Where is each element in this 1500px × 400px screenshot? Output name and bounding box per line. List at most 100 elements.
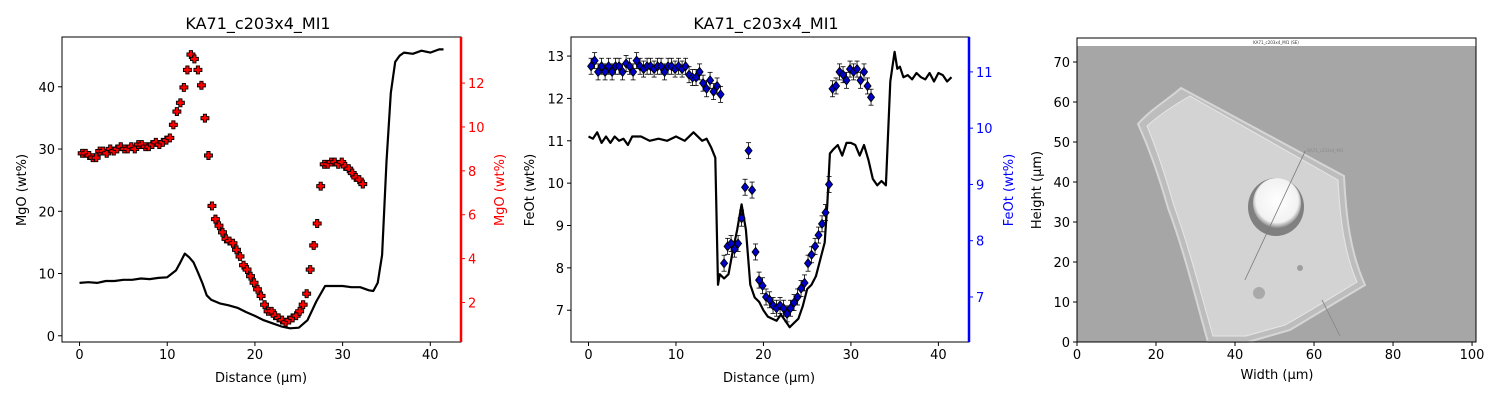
data-point <box>807 249 816 261</box>
y-tick-label: 20 <box>38 205 55 220</box>
data-point <box>856 75 865 86</box>
y2-tick-label: 11 <box>976 66 993 81</box>
y-tick-label: 50 <box>1053 136 1070 151</box>
x-tick-label: 100 <box>1460 348 1485 363</box>
data-point <box>235 251 245 261</box>
x-tick-label: 40 <box>930 348 947 363</box>
data-point <box>702 83 711 95</box>
x-tick-label: 40 <box>1227 348 1244 363</box>
x-tick-label: 20 <box>1148 348 1165 363</box>
x-tick-label: 0 <box>1073 348 1081 363</box>
data-point <box>803 257 813 269</box>
y-tick-label: 11 <box>547 135 564 150</box>
x-tick-label: 10 <box>668 348 685 363</box>
data-point <box>302 289 312 299</box>
data-point <box>720 257 729 269</box>
x-tick-label: 30 <box>334 348 351 363</box>
data-point <box>744 145 753 156</box>
data-point <box>196 80 206 90</box>
data-point <box>182 65 192 75</box>
inclusion-hole <box>1253 178 1301 228</box>
y2-tick-label: 6 <box>468 209 476 224</box>
data-point <box>203 151 213 160</box>
data-point <box>298 300 308 310</box>
y-tick-label: 9 <box>556 220 564 235</box>
data-point <box>824 179 834 190</box>
data-point <box>716 89 725 100</box>
y-tick-label: 7 <box>556 304 564 319</box>
data-point <box>747 184 757 196</box>
y2-tick-label: 12 <box>468 77 485 92</box>
y2-tick-label: 2 <box>468 297 476 312</box>
data-point <box>175 98 185 108</box>
y-tick-label: 60 <box>1053 96 1070 111</box>
data-point <box>91 153 101 163</box>
y-tick-label: 8 <box>556 262 564 277</box>
x-axis: 0 10 20 30 40 <box>75 342 439 363</box>
x-axis: 0 20 40 60 80 100 <box>1073 342 1485 363</box>
plot-area <box>587 50 953 329</box>
y-tick-label: 10 <box>547 177 564 192</box>
data-point <box>618 66 627 78</box>
y-tick-label: 40 <box>1053 176 1070 191</box>
data-point <box>168 120 178 130</box>
data-point <box>590 55 599 66</box>
data-point <box>695 66 704 78</box>
y-axis-label-right: FeOt (wt%) <box>1002 154 1017 226</box>
data-point <box>312 219 322 228</box>
y-axis: 0 10 20 30 40 50 60 70 <box>1053 56 1077 351</box>
data-point <box>842 75 851 86</box>
data-point <box>681 61 690 72</box>
data-point <box>305 265 315 275</box>
data-point <box>859 66 869 78</box>
y-axis-label: Height (µm) <box>1030 151 1045 229</box>
x-axis-label: Width (µm) <box>1241 368 1314 383</box>
y2-tick-label: 7 <box>976 291 984 306</box>
data-point <box>831 80 841 92</box>
profile-label: KA71_c203x4_MI1 <box>1307 148 1344 153</box>
chart-title: KA71_c203x4_MI1 <box>185 14 330 34</box>
y2-tick-label: 8 <box>976 235 984 250</box>
x-tick-label: 80 <box>1385 348 1402 363</box>
x-axis: 0 10 20 30 40 <box>584 342 947 363</box>
y-tick-label: 30 <box>38 143 55 158</box>
data-point <box>814 229 823 241</box>
y-axis-label-right: MgO (wt%) <box>493 154 508 226</box>
y-axis-right: 7 8 9 10 11 <box>969 66 993 306</box>
caption-bar <box>1077 38 1476 46</box>
data-point <box>741 182 750 193</box>
x-axis-label: Distance (µm) <box>215 371 307 386</box>
y-tick-label: 0 <box>1062 336 1070 351</box>
data-point <box>295 306 305 316</box>
crack-line <box>1321 299 1341 337</box>
data-point <box>737 212 746 224</box>
data-point <box>358 179 368 189</box>
y2-tick-label: 8 <box>468 165 476 180</box>
profile-line-series <box>79 48 444 330</box>
data-point <box>821 207 830 218</box>
y-tick-label: 0 <box>47 330 55 345</box>
data-point <box>179 83 189 92</box>
y-tick-label: 10 <box>38 268 55 283</box>
dark-spot <box>1297 265 1303 271</box>
y-tick-label: 70 <box>1053 56 1070 71</box>
data-point <box>200 113 210 123</box>
sem-image-panel: KA71_c203x4_MI1 KA71_c203x4_MI1 (SE) 0 20… <box>1030 37 1485 383</box>
y-axis-label-left: MgO (wt%) <box>15 154 30 226</box>
y-axis-right: 2 4 6 8 10 12 <box>461 77 485 312</box>
data-point <box>713 80 722 92</box>
y-axis-label-left: FeOt (wt%) <box>523 154 538 226</box>
data-point <box>193 65 203 75</box>
data-point <box>817 218 827 230</box>
x-tick-label: 0 <box>75 348 83 363</box>
plot-frame <box>1076 37 1477 343</box>
x-tick-label: 0 <box>584 348 592 363</box>
data-point <box>189 54 199 64</box>
data-point <box>751 246 760 258</box>
data-point <box>256 291 266 301</box>
sem-image: KA71_c203x4_MI1 KA71_c203x4_MI1 (SE) <box>1077 38 1476 343</box>
x-tick-label: 20 <box>247 348 264 363</box>
y-tick-label: 10 <box>1053 296 1070 311</box>
data-point <box>863 80 872 92</box>
